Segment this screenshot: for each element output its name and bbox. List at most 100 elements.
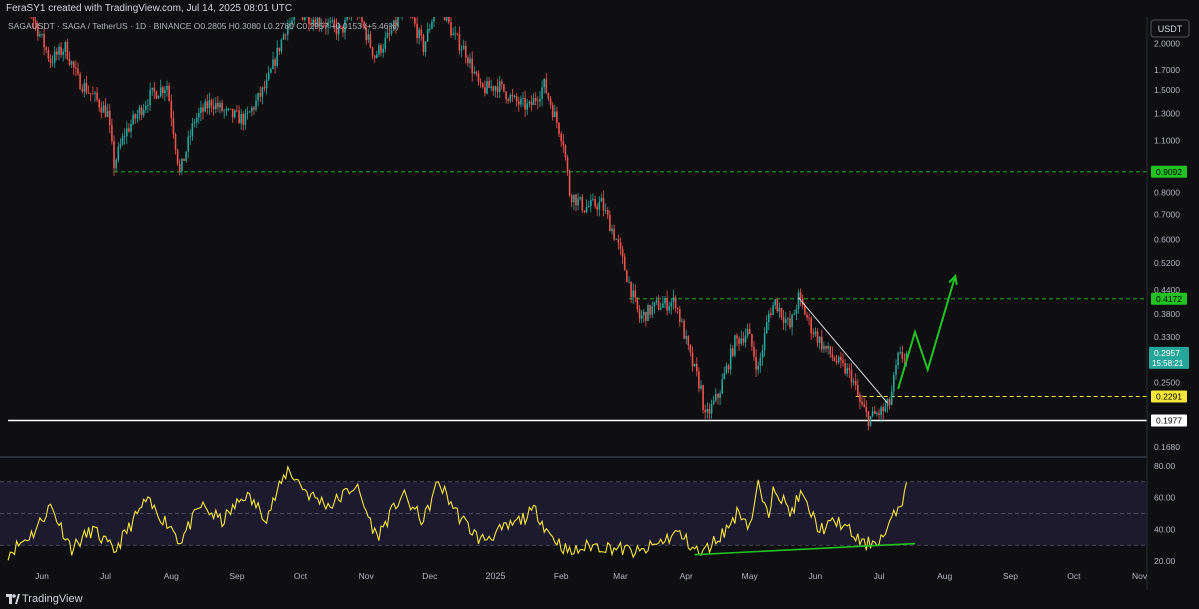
candle-body [365, 27, 367, 40]
candle-body [318, 17, 321, 26]
candle-body [647, 305, 649, 321]
candle-body [329, 21, 331, 23]
time-axis-label-sep[interactable]: Sep [229, 571, 244, 581]
candle-body [587, 206, 590, 207]
candle-body [507, 99, 509, 101]
time-axis-label-aug[interactable]: Aug [164, 571, 179, 581]
time-axis-label-jul[interactable]: Jul [100, 571, 111, 581]
projection-arrow-path[interactable] [897, 275, 957, 390]
candle-body [609, 214, 611, 232]
candle-body [723, 373, 726, 380]
candle-body [121, 136, 124, 145]
horizontal-levels[interactable] [8, 171, 1147, 422]
candle-body [189, 136, 192, 137]
candle-body [585, 206, 588, 212]
candle-body [49, 58, 52, 63]
candle-body [823, 345, 825, 350]
candle-body [515, 96, 518, 102]
candle-body [473, 71, 476, 74]
candle-body [414, 17, 416, 24]
candle-body [498, 81, 501, 92]
candle-body [598, 201, 601, 210]
candle-body [142, 109, 145, 116]
candle-body [583, 210, 586, 212]
candle-body [287, 26, 289, 35]
candle-body [685, 335, 687, 339]
candle-body [657, 300, 660, 310]
candle-body [60, 46, 62, 55]
time-axis-label-aug[interactable]: Aug [937, 571, 952, 581]
chart-legend: SAGAUSDT · SAGA / TetherUS · 1D · BINANC… [8, 21, 399, 31]
candle-body [147, 105, 149, 106]
time-axis-label-sep[interactable]: Sep [1003, 571, 1018, 581]
candle-body [58, 46, 60, 55]
currency-label[interactable]: USDT [1158, 24, 1183, 34]
trendline[interactable] [798, 297, 888, 404]
candle-body [45, 47, 47, 50]
time-axis-label-jul[interactable]: Jul [874, 571, 885, 581]
candle-body [882, 407, 884, 412]
candle-body [265, 79, 268, 89]
time-axis-label-oct[interactable]: Oct [294, 571, 308, 581]
candle-body [863, 404, 865, 408]
candle-body [511, 95, 514, 97]
candle-body [518, 101, 520, 105]
candle-body [242, 114, 245, 125]
time-axis-label-apr[interactable]: Apr [680, 571, 693, 581]
candle-body [590, 199, 592, 207]
rsi-tick-label: 40.00 [1154, 524, 1176, 534]
candle-body [344, 20, 346, 33]
candle-body [462, 45, 465, 50]
time-axis-label-mar[interactable]: Mar [613, 571, 628, 581]
time-axis-label-nov[interactable]: Nov [359, 571, 375, 581]
footer-brand[interactable]: TradingView [22, 593, 83, 605]
candle-body [791, 314, 793, 328]
candle-body [785, 319, 787, 323]
currency-box[interactable] [1150, 19, 1190, 38]
candle-body [869, 416, 872, 426]
candle-body [340, 25, 342, 27]
time-axis[interactable]: Jun Jul Aug Sep Oct Nov Dec 2025 Feb Mar Apr May Jun… [35, 571, 1148, 581]
candle-body [41, 33, 43, 35]
candle-body [342, 26, 344, 33]
currency-selector[interactable]: USDT [1150, 19, 1190, 38]
time-axis-label-2025[interactable]: 2025 [485, 571, 505, 581]
candle-body [878, 413, 880, 415]
candle-body [850, 369, 853, 383]
candle-body [75, 67, 77, 69]
candle-body [874, 411, 876, 414]
candle-body [136, 114, 139, 119]
candle-body [488, 81, 490, 88]
candle-body [551, 105, 554, 117]
time-axis-label-feb[interactable]: Feb [554, 571, 569, 581]
time-axis-label-jun[interactable]: Jun [809, 571, 823, 581]
candle-body [251, 107, 253, 112]
candle-body [81, 89, 84, 92]
candle-body [554, 111, 556, 117]
projection-arrowhead[interactable] [948, 273, 958, 285]
candle-body [539, 98, 541, 102]
candle-body [721, 379, 723, 394]
tradingview-logo-icon[interactable] [6, 594, 20, 604]
candle-body [412, 17, 414, 18]
candle-body [363, 21, 365, 28]
candle-body [420, 29, 423, 36]
candle-body [39, 34, 41, 37]
candle-body [371, 47, 374, 56]
time-axis-label-oct[interactable]: Oct [1067, 571, 1081, 581]
chart-canvas[interactable]: 2.0000 1.7000 1.5000 1.3000 1.1000 0.8000 0.70… [0, 17, 1199, 590]
time-axis-label-dec[interactable]: Dec [422, 571, 438, 581]
time-axis-label-nov[interactable]: Nov [1132, 571, 1148, 581]
level-tag-0.1977 [1151, 414, 1187, 427]
candle-body [799, 292, 802, 299]
drawings[interactable] [798, 273, 958, 404]
candle-body [901, 352, 904, 359]
candle-body [757, 365, 759, 370]
candle-body [746, 329, 749, 336]
candle-body [397, 17, 399, 27]
candle-body [842, 360, 844, 363]
candle-body [484, 87, 486, 94]
candle-body [623, 256, 626, 271]
time-axis-label-may[interactable]: May [742, 571, 759, 581]
time-axis-label-jun[interactable]: Jun [35, 571, 49, 581]
